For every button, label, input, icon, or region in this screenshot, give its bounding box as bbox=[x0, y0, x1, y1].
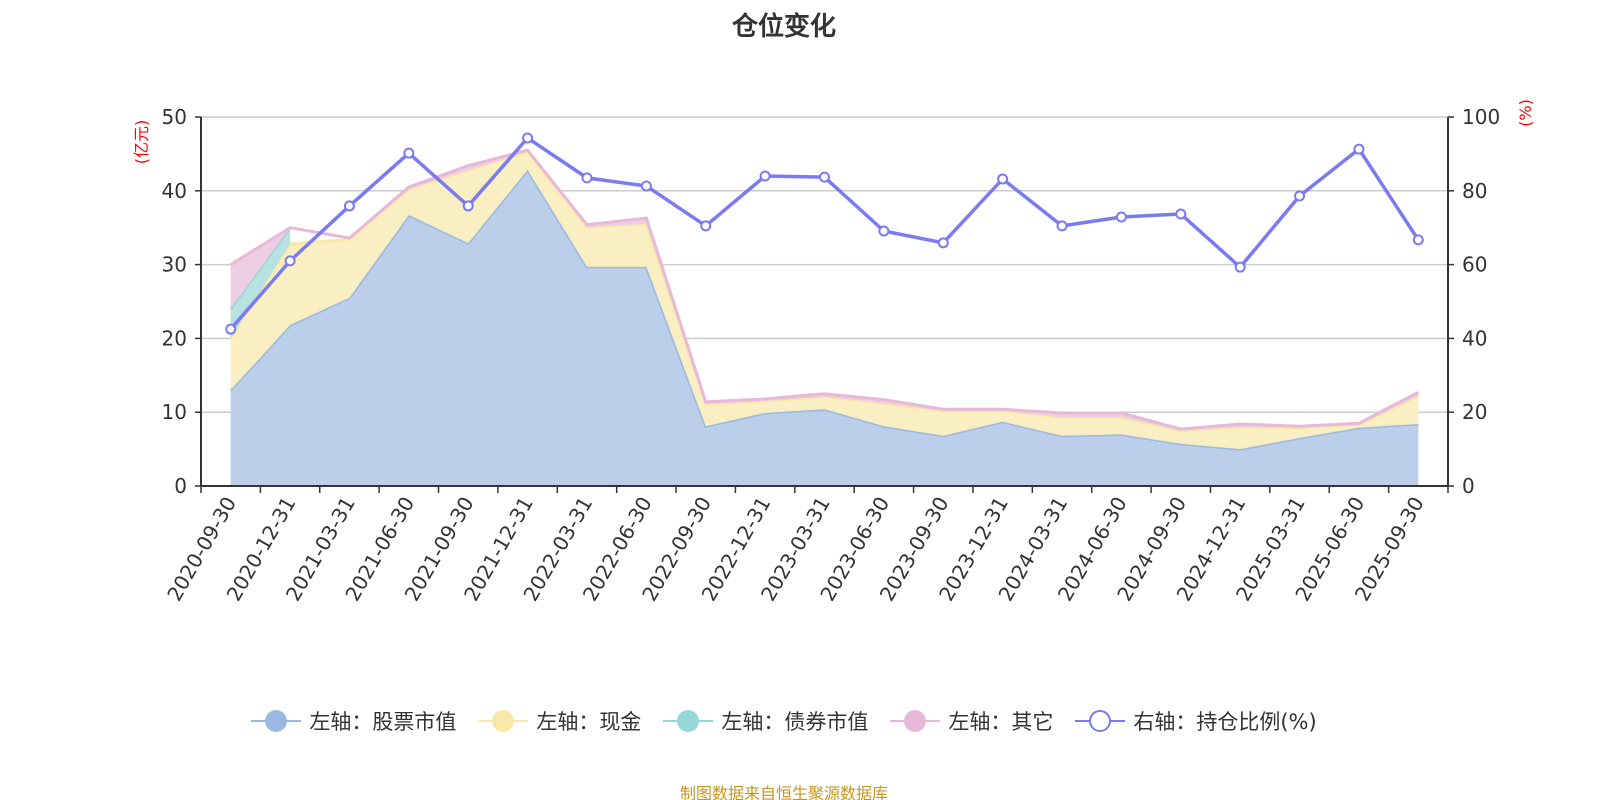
legend-label: 左轴：现金 bbox=[536, 710, 642, 734]
right-axis-tick-label: 100 bbox=[1462, 105, 1500, 129]
source-footer: 制图数据来自恒生聚源数据库 bbox=[679, 784, 888, 800]
ratio-point bbox=[462, 200, 474, 212]
left-axis-tick-label: 30 bbox=[162, 253, 187, 277]
ratio-point bbox=[1234, 261, 1246, 273]
ratio-point bbox=[284, 255, 296, 267]
ratio-point bbox=[1175, 208, 1187, 220]
ratio-point bbox=[878, 225, 890, 237]
ratio-point bbox=[581, 172, 593, 184]
line-左轴：其它 bbox=[229, 148, 1420, 431]
legend-item[interactable]: 右轴：持仓比例(%) bbox=[1075, 706, 1317, 736]
right-axis-tick-label: 80 bbox=[1462, 179, 1487, 203]
legend-swatch-icon bbox=[1075, 706, 1126, 736]
chart-svg: 01020304050020406080100(亿元)(%)2020-09-30… bbox=[132, 99, 1535, 605]
legend-label: 左轴：债券市值 bbox=[721, 710, 869, 734]
ratio-point bbox=[819, 171, 830, 183]
left-axis-unit: (亿元) bbox=[132, 120, 151, 165]
legend-swatch-icon bbox=[251, 706, 302, 736]
right-axis-unit: (%) bbox=[1516, 99, 1535, 127]
ratio-point bbox=[1056, 220, 1068, 232]
legend-label: 左轴：股票市值 bbox=[309, 710, 457, 734]
right-axis-tick-label: 40 bbox=[1462, 326, 1487, 350]
legend-item[interactable]: 左轴：股票市值 bbox=[251, 706, 456, 736]
legend-item[interactable]: 左轴：债券市值 bbox=[663, 706, 868, 736]
ratio-point bbox=[1294, 190, 1306, 202]
left-axis-tick-label: 10 bbox=[162, 400, 187, 424]
legend: 左轴：股票市值 左轴：现金 左轴：债券市值 左轴：其它 右轴：持仓比例(%) bbox=[0, 706, 1568, 736]
legend-label: 左轴：其它 bbox=[948, 710, 1054, 734]
ratio-point bbox=[225, 323, 237, 335]
ratio-point bbox=[403, 147, 415, 159]
ratio-point bbox=[640, 180, 652, 192]
legend-item[interactable]: 左轴：现金 bbox=[478, 706, 641, 736]
ratio-point bbox=[937, 237, 949, 249]
left-axis-tick-label: 40 bbox=[162, 179, 187, 203]
ratio-point bbox=[997, 173, 1009, 185]
ratio-point bbox=[1412, 234, 1424, 246]
legend-swatch-icon bbox=[890, 706, 941, 736]
ratio-point bbox=[759, 170, 771, 182]
ratio-point bbox=[1353, 143, 1365, 155]
area-左轴：股票市值 bbox=[230, 170, 1419, 487]
ratio-point bbox=[1115, 211, 1127, 223]
ratio-point bbox=[700, 220, 712, 232]
ratio-point bbox=[343, 200, 355, 212]
legend-swatch-icon bbox=[663, 706, 714, 736]
right-axis-tick-label: 0 bbox=[1462, 474, 1475, 498]
legend-swatch-icon bbox=[478, 706, 529, 736]
legend-item[interactable]: 左轴：其它 bbox=[890, 706, 1053, 736]
left-axis-tick-label: 0 bbox=[174, 474, 187, 498]
chart-title: 仓位变化 bbox=[731, 12, 836, 42]
ratio-point bbox=[522, 132, 534, 144]
right-axis-tick-label: 60 bbox=[1462, 253, 1487, 277]
left-axis-tick-label: 50 bbox=[162, 105, 187, 129]
legend-label: 右轴：持仓比例(%) bbox=[1133, 710, 1317, 734]
left-axis-tick-label: 20 bbox=[162, 326, 187, 350]
right-axis-tick-label: 20 bbox=[1462, 400, 1487, 424]
